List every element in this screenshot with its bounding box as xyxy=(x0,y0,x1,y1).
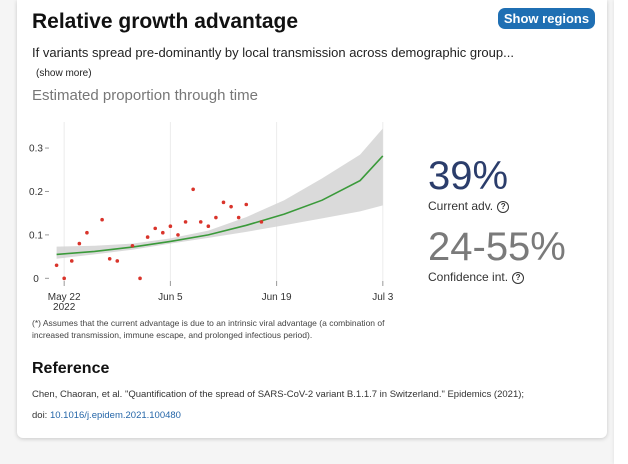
data-point xyxy=(107,256,112,261)
confidence-interval-label-text: Confidence int. xyxy=(428,270,509,284)
data-point xyxy=(229,204,233,209)
data-point xyxy=(62,276,66,281)
y-tick-label: 0.1 xyxy=(29,230,43,241)
y-tick-label: 0.2 xyxy=(29,187,43,198)
data-point xyxy=(191,187,195,192)
data-point xyxy=(259,220,264,224)
assumption-footnote: (*) Assumes that the current advantage i… xyxy=(32,318,385,340)
adjacent-panel-edge xyxy=(614,0,628,464)
data-point xyxy=(153,226,158,231)
data-point xyxy=(168,224,173,229)
y-tick-label: 0.3 xyxy=(29,144,43,155)
reference-heading: Reference xyxy=(32,360,110,377)
data-point xyxy=(183,220,188,224)
x-tick-label: Jun 19 xyxy=(262,292,292,303)
confidence-interval-value: 24-55% xyxy=(428,225,566,269)
chart-grid xyxy=(63,122,384,281)
data-point xyxy=(145,235,150,239)
show-regions-button[interactable]: Show regions xyxy=(498,8,595,29)
chart-subtitle: Estimated proportion through time xyxy=(32,87,258,104)
confidence-interval-label: Confidence int.? xyxy=(428,270,525,284)
data-point xyxy=(214,215,218,220)
description-text: If variants spread pre-dominantly by loc… xyxy=(32,45,514,60)
data-point xyxy=(77,241,82,246)
data-point xyxy=(138,276,142,281)
x-tick-label: 2022 xyxy=(53,302,76,313)
x-tick-label: Jul 3 xyxy=(372,292,394,303)
current-advantage-value: 39% xyxy=(428,154,509,198)
data-point xyxy=(115,259,120,263)
x-tick-label: Jun 5 xyxy=(158,292,183,303)
info-icon[interactable]: ? xyxy=(497,201,510,213)
data-point xyxy=(100,217,104,222)
data-point xyxy=(206,224,211,229)
fit-line xyxy=(56,155,384,256)
x-tick-label: May 22 xyxy=(48,292,81,303)
y-axis-ticks: 0 0.1 0.2 0.3 xyxy=(29,144,49,285)
data-point xyxy=(244,202,249,207)
data-point xyxy=(54,263,59,268)
current-advantage-label-text: Current adv. xyxy=(428,199,494,213)
data-point xyxy=(198,220,203,224)
card-title: Relative growth advantage xyxy=(32,10,299,33)
reference-citation: Chen, Chaoran, et al. "Quantification of… xyxy=(32,389,525,400)
current-advantage-label: Current adv.? xyxy=(428,199,510,213)
data-point xyxy=(161,230,165,235)
y-tick-label: 0 xyxy=(33,274,39,285)
data-points xyxy=(54,187,264,281)
doi-line: doi: 10.1016/j.epidem.2021.100480 xyxy=(32,410,181,421)
data-point xyxy=(221,200,226,205)
doi-link[interactable]: 10.1016/j.epidem.2021.100480 xyxy=(49,410,181,421)
data-point xyxy=(130,243,135,248)
data-point xyxy=(69,259,74,263)
data-point xyxy=(176,233,180,237)
data-point xyxy=(236,215,241,220)
info-icon[interactable]: ? xyxy=(512,272,525,284)
doi-prefix: doi: xyxy=(32,410,50,421)
show-more-link[interactable]: (show more) xyxy=(36,68,92,79)
data-point xyxy=(85,230,89,235)
